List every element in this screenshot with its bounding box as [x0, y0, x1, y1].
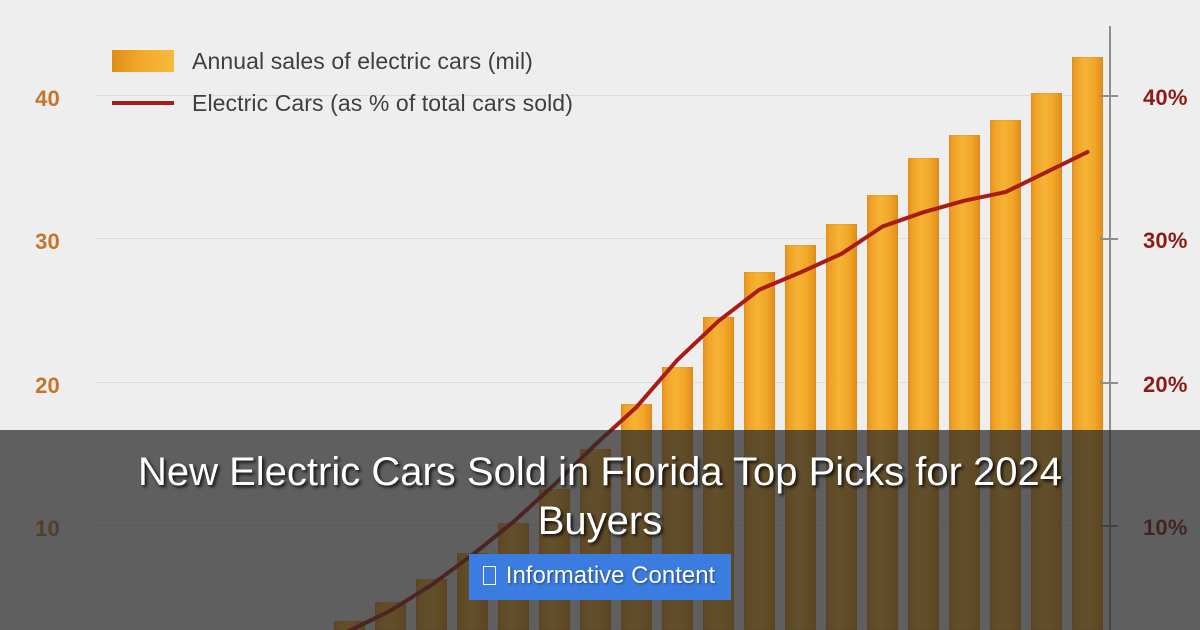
right-axis-spine [1109, 26, 1111, 630]
missing-glyph-box-icon [482, 566, 496, 586]
title-overlay-content: New Electric Cars Sold in Florida Top Pi… [0, 430, 1200, 630]
left-axis-label-20: 20 [35, 373, 60, 398]
legend-item-line-label: Electric Cars (as % of total cars sold) [192, 89, 573, 116]
legend-item-line[interactable]: Electric Cars (as % of total cars sold) [112, 82, 573, 124]
right-axis-tick-20 [1100, 382, 1118, 384]
right-axis-tick-40 [1100, 95, 1118, 97]
legend-item-bars[interactable]: Annual sales of electric cars (mil) [112, 40, 573, 82]
status-badge-label: Informative Content [505, 561, 716, 589]
gridline-40 [95, 95, 1102, 96]
gridline-20 [95, 382, 1102, 383]
legend-item-bars-label: Annual sales of electric cars (mil) [192, 47, 533, 74]
bar-swatch-icon [112, 50, 174, 72]
gridline-30 [95, 238, 1102, 239]
right-axis-label-40: 40% [1143, 85, 1188, 110]
right-axis-tick-30 [1100, 238, 1118, 240]
chart-legend: Annual sales of electric cars (mil) Elec… [112, 40, 573, 124]
status-badge[interactable]: Informative Content [468, 553, 732, 600]
right-axis-label-20: 20% [1143, 372, 1188, 397]
line-swatch-icon [112, 101, 174, 105]
page-title: New Electric Cars Sold in Florida Top Pi… [137, 450, 1063, 543]
left-axis-label-30: 30 [35, 229, 60, 254]
left-axis-label-40: 40 [35, 86, 60, 111]
right-axis-label-30: 30% [1143, 228, 1188, 253]
